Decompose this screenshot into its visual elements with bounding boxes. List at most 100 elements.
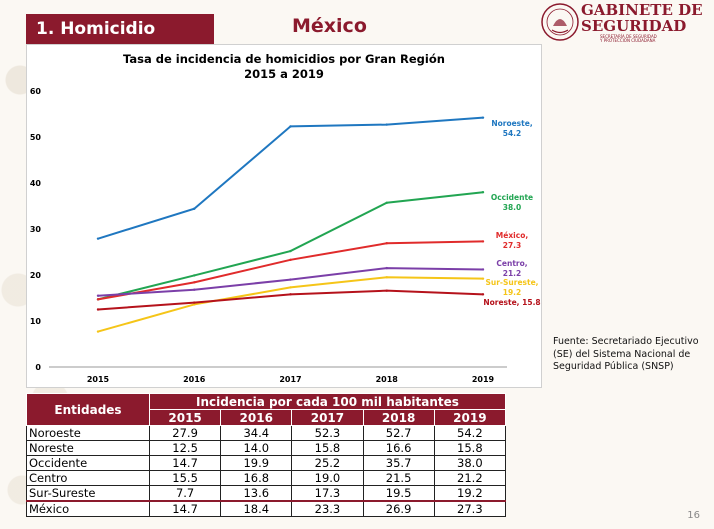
data-point <box>193 288 196 291</box>
table-cell: 27.9 <box>148 425 222 441</box>
table-cell: 15.8 <box>433 440 507 456</box>
data-point <box>481 293 485 296</box>
data-point <box>385 242 388 245</box>
year-header: 2018 <box>362 409 435 426</box>
x-tick-label: 2017 <box>279 375 301 384</box>
chart-panel: Tasa de incidencia de homicidios por Gra… <box>26 44 542 388</box>
entity-name: Occidente <box>26 455 150 471</box>
table-cell: 21.5 <box>362 470 435 486</box>
x-tick-label: 2019 <box>472 375 495 384</box>
table-cell: 15.5 <box>148 470 222 486</box>
data-point <box>385 266 388 270</box>
table-cell: 25.2 <box>291 455 364 471</box>
series-label: Sur-Sureste, <box>485 278 538 287</box>
data-point <box>481 191 485 194</box>
data-point <box>385 201 388 204</box>
year-header-row: 2015 2016 2017 2018 2019 <box>27 409 507 426</box>
year-header: 2015 <box>148 409 222 426</box>
table-cell: 23.3 <box>291 500 364 517</box>
table-cell: 17.3 <box>291 485 364 502</box>
source-note: Fuente: Secretariado Ejecutivo (SE) del … <box>553 336 699 372</box>
table-cell: 12.5 <box>148 440 222 456</box>
chart-title: Tasa de incidencia de homicidios por Gra… <box>123 52 445 66</box>
data-point <box>289 249 292 253</box>
data-point <box>481 268 485 271</box>
series-line-occidente <box>97 191 484 301</box>
year-header: 2019 <box>433 409 507 426</box>
entity-name: México <box>26 500 150 517</box>
data-point <box>385 123 388 126</box>
logo-subtitle: SECRETARÍA DE SEGURIDAD Y PROTECCIÓN CIU… <box>600 35 657 43</box>
table-cell: 52.3 <box>291 425 364 441</box>
gabinete-logo: GABINETE DE SEGURIDAD SECRETARÍA DE SEGU… <box>540 2 710 46</box>
entity-name: Noreste <box>26 440 150 456</box>
series-value-label: 27.3 <box>503 241 522 250</box>
series-label: Noroeste, <box>491 119 533 128</box>
chart-subtitle: 2015 a 2019 <box>244 67 324 81</box>
table-cell: 27.3 <box>433 500 507 517</box>
logo-wordmark: GABINETE DE SEGURIDAD <box>581 2 703 34</box>
table-cell: 26.9 <box>362 500 435 517</box>
table-cell: 19.2 <box>433 485 507 502</box>
logo-line1: GABINETE DE <box>581 1 703 19</box>
x-tick-label: 2016 <box>183 375 206 384</box>
y-tick-label: 0 <box>35 363 41 372</box>
year-header: 2016 <box>220 409 293 426</box>
table-cell: 14.7 <box>148 455 222 471</box>
entities-header: Entidades <box>26 393 150 426</box>
data-point <box>96 298 100 301</box>
data-point <box>193 274 196 277</box>
table-cell: 38.0 <box>433 455 507 471</box>
table-cell: 19.0 <box>291 470 364 486</box>
table-row: México 14.7 18.4 23.3 26.9 27.3 <box>26 500 507 517</box>
y-tick-label: 20 <box>30 271 42 280</box>
table-cell: 21.2 <box>433 470 507 486</box>
table-cell: 16.6 <box>362 440 435 456</box>
y-tick-label: 40 <box>30 179 42 188</box>
table-cell: 54.2 <box>433 425 507 441</box>
y-tick-label: 50 <box>30 133 42 142</box>
data-point <box>96 308 100 311</box>
table-cell: 34.4 <box>220 425 293 441</box>
table-cell: 14.7 <box>148 500 222 517</box>
data-point <box>289 286 292 289</box>
table-cell: 14.0 <box>220 440 293 456</box>
coat-of-arms-icon <box>541 3 579 41</box>
x-tick-label: 2015 <box>87 375 110 384</box>
data-point <box>289 258 292 262</box>
table-cell: 7.7 <box>148 485 222 502</box>
data-point <box>96 237 100 240</box>
data-point <box>193 301 196 304</box>
logo-sub1: SECRETARÍA DE SEGURIDAD <box>600 34 657 39</box>
table-row: Centro 15.5 16.8 19.0 21.5 21.2 <box>26 470 507 486</box>
group-header: Incidencia por cada 100 mil habitantes <box>149 393 506 410</box>
data-point <box>481 116 485 119</box>
table-cell: 52.7 <box>362 425 435 441</box>
page-number: 16 <box>687 510 700 521</box>
table-row: Occidente 14.7 19.9 25.2 35.7 38.0 <box>26 455 507 471</box>
data-point <box>481 240 485 243</box>
data-point <box>193 207 196 210</box>
table-cell: 13.6 <box>220 485 293 502</box>
y-tick-label: 60 <box>30 87 42 96</box>
data-point <box>481 277 485 280</box>
data-point <box>385 289 388 292</box>
series-label: Noreste, 15.8 <box>483 298 540 307</box>
incidence-table: Entidades Incidencia por cada 100 mil ha… <box>26 393 507 517</box>
data-point <box>289 293 292 296</box>
table-header-row: Entidades Incidencia por cada 100 mil ha… <box>26 393 506 426</box>
series-value-label: 54.2 <box>503 129 522 138</box>
data-point <box>289 278 292 281</box>
series-label: Centro, <box>496 259 527 268</box>
series-label: Occidente <box>491 193 533 202</box>
table-row: Noroeste 27.9 34.4 52.3 52.7 54.2 <box>26 425 507 441</box>
line-chart: Tasa de incidencia de homicidios por Gra… <box>30 52 541 384</box>
x-tick-label: 2018 <box>376 375 399 384</box>
table-row: Noreste 12.5 14.0 15.8 16.6 15.8 <box>26 440 507 456</box>
section-title: 1. Homicidio doloso <box>26 14 214 69</box>
data-point <box>96 294 100 297</box>
y-tick-label: 10 <box>30 317 42 326</box>
entity-name: Centro <box>26 470 150 486</box>
data-point <box>289 125 292 128</box>
table-row: Sur-Sureste 7.7 13.6 17.3 19.5 19.2 <box>26 485 507 502</box>
